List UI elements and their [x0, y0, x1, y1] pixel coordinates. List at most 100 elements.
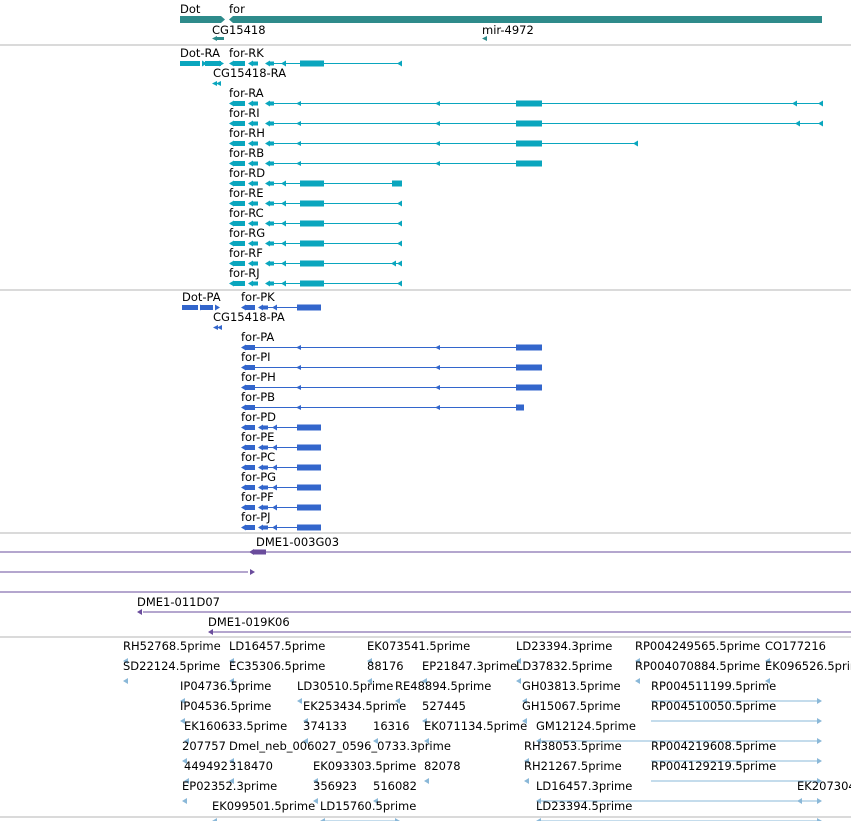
est-label: 516082	[373, 779, 417, 793]
transcript-label: CG15418-RA	[213, 66, 286, 80]
exon-block	[262, 485, 268, 490]
strand-arrow-left	[435, 141, 440, 146]
exon-block	[268, 101, 274, 106]
est-glyph	[536, 818, 541, 821]
exon-block	[268, 141, 274, 146]
transcript-label: for-RG	[229, 226, 265, 240]
strand-arrow-left	[229, 280, 234, 287]
strand-arrow-right	[215, 304, 220, 311]
clone-glyph	[137, 609, 142, 615]
est-label: LD15760.5prime	[320, 799, 416, 813]
protein-label: CG15418-PA	[213, 310, 285, 324]
clone-glyph	[249, 549, 254, 555]
exon-block	[262, 505, 268, 510]
est-glyph	[522, 718, 527, 724]
est-glyph	[182, 798, 187, 804]
est-label: IP04536.5prime	[180, 699, 271, 713]
exon-block	[233, 221, 245, 226]
gene-label: for	[229, 2, 245, 16]
gene-label: mir-4972	[482, 23, 534, 37]
gene-glyph[interactable]	[180, 16, 225, 23]
est-label: GM12124.5prime	[536, 719, 636, 733]
est-glyph	[817, 718, 822, 724]
strand-arrow-left	[217, 325, 222, 330]
exon-block	[268, 201, 274, 206]
strand-arrow-left	[296, 101, 301, 106]
transcript-label: for-RB	[229, 146, 264, 160]
est-label: GH15067.5prime	[522, 699, 621, 713]
strand-arrow-left	[435, 405, 440, 410]
protein-label: for-PE	[241, 430, 274, 444]
protein-label: for-PB	[241, 390, 275, 404]
exon-block	[233, 281, 245, 286]
est-glyph	[123, 658, 128, 664]
strand-arrow-left	[296, 161, 301, 166]
strand-arrow-left	[248, 200, 253, 207]
exon-block	[516, 364, 542, 371]
strand-arrow-right	[219, 60, 224, 67]
exon-block	[297, 504, 321, 511]
exon-block	[233, 141, 245, 146]
strand-arrow-left	[248, 60, 253, 67]
exon-block	[233, 181, 245, 186]
clone-label: DME1-003G03	[256, 535, 339, 549]
strand-arrow-left	[248, 140, 253, 147]
est-glyph	[229, 758, 234, 764]
transcript-label: Dot-RA	[180, 46, 220, 60]
exon-block	[300, 240, 324, 247]
exon-block	[516, 384, 542, 391]
est-label: LD37832.5prime	[516, 659, 612, 673]
exon-block	[268, 261, 274, 266]
strand-arrow-left	[248, 220, 253, 227]
est-glyph	[229, 658, 234, 664]
exon-block	[245, 465, 255, 470]
exon-block	[252, 201, 258, 206]
strand-arrow-left	[229, 200, 234, 207]
strand-arrow-left	[229, 260, 234, 267]
est-label: 527445	[422, 699, 466, 713]
exon-block	[245, 365, 255, 370]
est-glyph	[422, 718, 427, 724]
exon-block	[245, 305, 255, 310]
gene-glyph	[212, 36, 217, 41]
est-glyph	[303, 718, 308, 724]
est-label: 449492	[184, 759, 228, 773]
exon-block	[516, 100, 542, 107]
strand-arrow-left	[296, 141, 301, 146]
est-label: RH52768.5prime	[123, 639, 221, 653]
est-label: GH03813.5prime	[522, 679, 621, 693]
transcript-label: for-RH	[229, 126, 265, 140]
strand-arrow-left	[229, 220, 234, 227]
clone-glyph	[250, 569, 255, 575]
est-glyph	[817, 818, 822, 821]
strand-arrow-left	[248, 260, 253, 267]
est-glyph	[424, 738, 429, 744]
strand-arrow-left	[435, 121, 440, 126]
exon-block	[182, 305, 198, 310]
est-glyph	[180, 698, 185, 704]
strand-arrow-left	[633, 140, 638, 147]
exon-block	[233, 161, 245, 166]
est-glyph	[536, 798, 541, 804]
strand-arrow-left	[296, 365, 301, 370]
protein-label: for-PF	[241, 490, 274, 504]
est-glyph	[424, 778, 429, 784]
gene-glyph[interactable]	[229, 16, 822, 23]
est-glyph	[180, 718, 185, 724]
strand-arrow-left	[296, 405, 301, 410]
strand-arrow-left	[795, 120, 800, 127]
exon-block	[252, 161, 258, 166]
exon-block	[297, 444, 321, 451]
est-glyph	[817, 758, 822, 764]
protein-label: for-PJ	[241, 510, 271, 524]
est-label: RE48894.5prime	[395, 679, 491, 693]
strand-arrow-left	[248, 240, 253, 247]
exon-block	[300, 260, 324, 267]
exon-block	[252, 181, 258, 186]
transcript-label: for-RJ	[229, 266, 260, 280]
gene-label: Dot	[180, 2, 201, 16]
gene-label: CG15418	[212, 23, 266, 37]
gene-glyph	[482, 36, 487, 41]
est-glyph	[817, 778, 822, 784]
protein-label: for-PD	[241, 410, 276, 424]
